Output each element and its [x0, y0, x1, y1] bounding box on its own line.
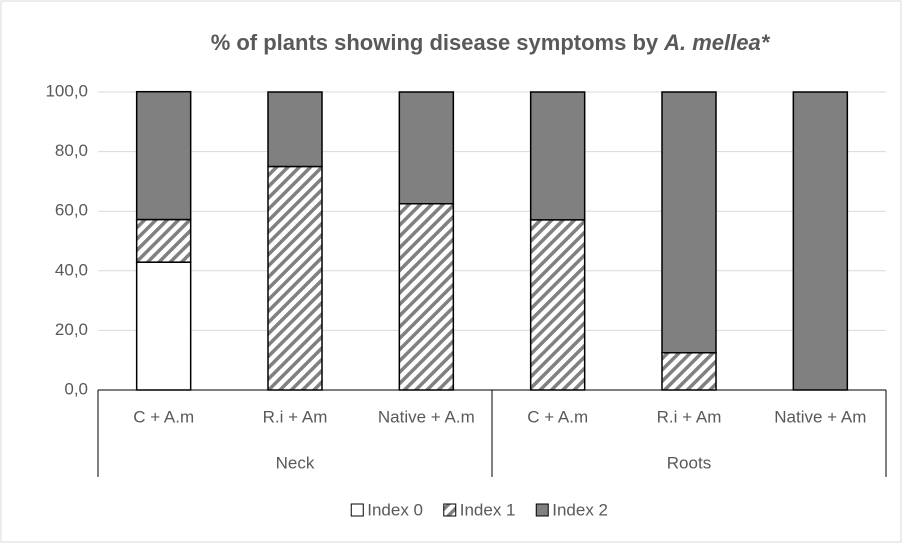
bar-segment [398, 203, 455, 391]
y-tick-label: 0,0 [64, 379, 88, 398]
bar-segment [661, 91, 717, 354]
title-italic: A. mellea* [663, 30, 771, 55]
y-tick-label: 80,0 [55, 141, 88, 160]
x-tick-label: R.i + Am [263, 407, 328, 426]
bar-segment [135, 218, 192, 263]
bar-segment [398, 91, 455, 205]
bar-segment [661, 352, 717, 391]
bar-segment [135, 261, 192, 391]
legend-swatch [535, 503, 549, 517]
group-label: Roots [667, 453, 711, 472]
legend-label: Index 1 [460, 500, 516, 519]
x-tick-label: C + A.m [527, 407, 588, 426]
bar-segment [529, 91, 586, 221]
group-label: Neck [276, 453, 315, 472]
bar-segment [267, 91, 323, 168]
bar-segment [135, 90, 192, 221]
legend-label: Index 2 [552, 500, 608, 519]
legend-label: Index 0 [367, 500, 423, 519]
x-tick-label: C + A.m [133, 407, 194, 426]
x-tick-label: Native + Am [774, 407, 866, 426]
y-tick-label: 60,0 [55, 201, 88, 220]
x-tick-label: R.i + Am [657, 407, 722, 426]
y-tick-label: 20,0 [55, 320, 88, 339]
chart-title: % of plants showing disease symptoms by A… [211, 30, 771, 55]
legend-swatch [350, 503, 364, 517]
bar-segment [792, 91, 849, 391]
y-tick-label: 40,0 [55, 260, 88, 279]
bar-segment [267, 165, 323, 391]
legend-swatch [443, 503, 457, 517]
x-tick-label: Native + A.m [378, 407, 475, 426]
bar-segment [529, 219, 586, 391]
y-tick-label: 100,0 [45, 81, 88, 100]
title-text: % of plants showing disease symptoms by [211, 30, 659, 55]
